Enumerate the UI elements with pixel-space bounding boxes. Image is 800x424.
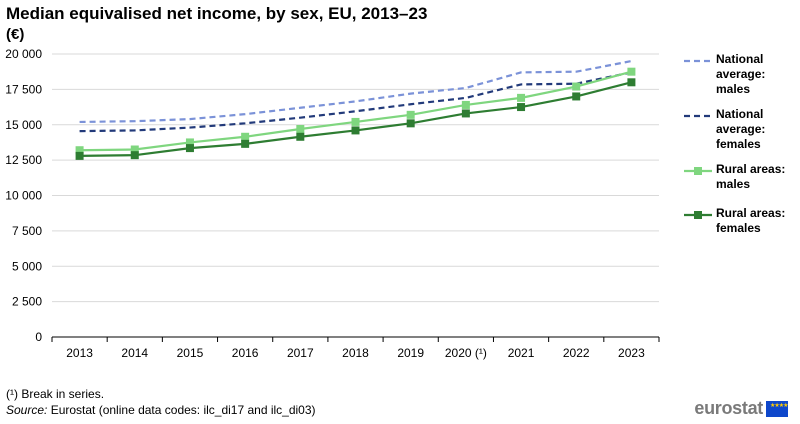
data-point xyxy=(130,145,139,154)
data-point xyxy=(627,67,636,76)
data-point xyxy=(572,82,581,91)
data-point xyxy=(296,124,305,133)
x-tick-label: 2021 xyxy=(508,346,535,360)
x-tick-label: 2014 xyxy=(121,346,148,360)
data-point xyxy=(461,109,470,118)
data-point xyxy=(241,139,250,148)
data-point xyxy=(241,132,250,141)
data-point xyxy=(461,100,470,109)
legend-item: Rural areas: females xyxy=(682,206,798,236)
data-point xyxy=(296,132,305,141)
y-tick-label: 20 000 xyxy=(5,47,42,61)
legend-label: National average: males xyxy=(716,52,766,96)
data-point xyxy=(517,93,526,102)
legend-item: Rural areas: males xyxy=(682,162,798,192)
legend-label: Rural areas: males xyxy=(716,162,786,191)
y-tick-label: 7 500 xyxy=(12,224,42,238)
y-tick-label: 2 500 xyxy=(12,295,42,309)
footnote: (¹) Break in series. xyxy=(6,387,105,401)
data-point xyxy=(572,92,581,101)
x-tick-label: 2016 xyxy=(232,346,259,360)
eurostat-logo: eurostat ★★★★ xyxy=(694,398,788,419)
legend: National average: males National average: fem… xyxy=(682,52,798,236)
data-point xyxy=(517,103,526,112)
y-tick-label: 12 500 xyxy=(5,153,42,167)
legend-swatch xyxy=(684,211,712,219)
y-tick-label: 10 000 xyxy=(5,189,42,203)
x-tick-label: 2017 xyxy=(287,346,314,360)
data-point xyxy=(75,146,84,155)
legend-swatch xyxy=(684,59,712,63)
series-line-1 xyxy=(79,59,632,124)
legend-label: Rural areas: females xyxy=(716,206,786,235)
x-tick-label: 2013 xyxy=(66,346,93,360)
data-point xyxy=(130,151,139,160)
data-point xyxy=(185,138,194,147)
series-line-2 xyxy=(79,71,632,133)
source-text: Eurostat (online data codes: ilc_di17 an… xyxy=(47,403,316,417)
legend-item: National average: females xyxy=(682,107,798,152)
y-tick-label: 17 500 xyxy=(5,82,42,96)
legend-swatch xyxy=(684,114,712,118)
data-point xyxy=(75,151,84,160)
source-line: Source: Eurostat (online data codes: ilc… xyxy=(6,403,316,417)
x-tick-label: 2015 xyxy=(177,346,204,360)
data-point xyxy=(627,78,636,87)
x-tick-label: 2020 (¹) xyxy=(445,346,487,360)
chart-unit: (€) xyxy=(6,26,25,43)
legend-swatch xyxy=(684,167,712,175)
data-point xyxy=(406,110,415,119)
x-tick-label: 2023 xyxy=(618,346,645,360)
y-tick-label: 0 xyxy=(35,330,42,344)
legend-label: National average: females xyxy=(716,107,766,151)
eu-flag-icon: ★★★★ xyxy=(766,400,788,417)
data-point xyxy=(185,144,194,153)
x-tick-label: 2018 xyxy=(342,346,369,360)
chart-title: Median equivalised net income, by sex, E… xyxy=(6,4,428,23)
data-point xyxy=(351,117,360,126)
y-tick-label: 5 000 xyxy=(12,259,42,273)
y-tick-label: 15 000 xyxy=(5,118,42,132)
x-tick-label: 2022 xyxy=(563,346,590,360)
source-label: Source: xyxy=(6,403,48,417)
brand-text: eurostat xyxy=(694,398,763,418)
data-point xyxy=(351,126,360,135)
x-tick-label: 2019 xyxy=(397,346,424,360)
legend-item: National average: males xyxy=(682,52,798,97)
line-chart: 0 2 500 5 000 7 500 10 000 12 500 15 000 17 500… xyxy=(5,47,660,360)
data-point xyxy=(406,119,415,128)
